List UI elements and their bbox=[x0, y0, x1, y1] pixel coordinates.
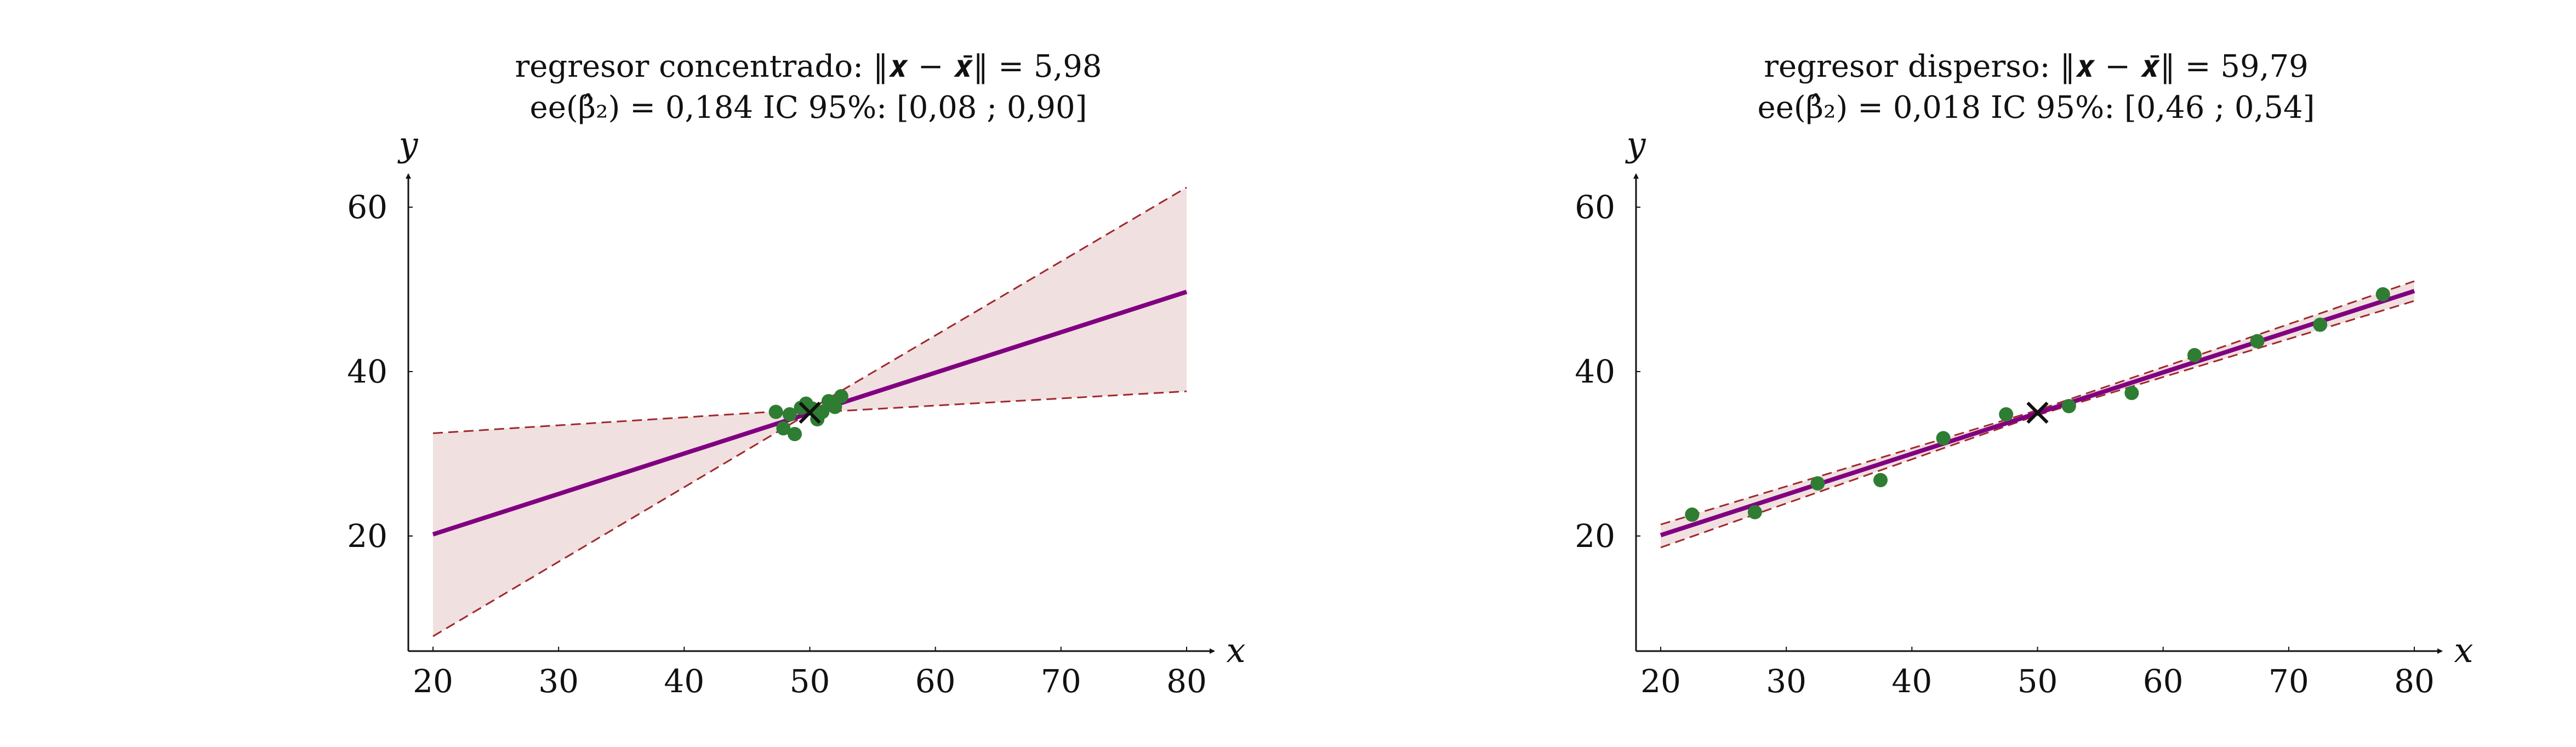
x-tick-label: 60 bbox=[915, 663, 956, 700]
y-tick-label: 20 bbox=[1575, 517, 1615, 555]
chart-title-line2: ee(β̂₂) = 0,018 IC 95%: [0,46 ; 0,54] bbox=[1758, 90, 2315, 126]
chart-title-line2: ee(β̂₂) = 0,184 IC 95%: [0,08 ; 0,90] bbox=[530, 90, 1087, 126]
x-tick-label: 50 bbox=[790, 663, 830, 700]
mean-marker bbox=[799, 401, 821, 424]
data-point bbox=[2375, 287, 2390, 301]
data-point bbox=[2061, 399, 2076, 413]
y-axis-label: y bbox=[397, 124, 418, 164]
x-axis-label: x bbox=[1227, 630, 1246, 670]
x-tick-label: 70 bbox=[2269, 663, 2309, 700]
y-tick-label: 40 bbox=[347, 353, 387, 390]
data-point bbox=[2124, 386, 2139, 400]
x-tick-label: 20 bbox=[413, 663, 453, 700]
band-lower-boundary bbox=[1660, 300, 2415, 549]
data-point bbox=[1936, 431, 1951, 446]
x-tick-label: 30 bbox=[1766, 663, 1806, 700]
y-tick-label: 60 bbox=[1575, 189, 1615, 226]
data-point bbox=[1873, 473, 1888, 487]
x-axis-label: x bbox=[2454, 630, 2474, 670]
data-point bbox=[2187, 348, 2202, 362]
x-tick-label: 40 bbox=[664, 663, 704, 700]
mean-marker bbox=[2026, 401, 2049, 424]
data-point bbox=[834, 389, 848, 403]
x-tick-label: 70 bbox=[1041, 663, 1081, 700]
x-tick-label: 60 bbox=[2143, 663, 2184, 700]
data-point bbox=[768, 404, 783, 419]
x-tick-label: 50 bbox=[2018, 663, 2058, 700]
data-point bbox=[788, 427, 802, 441]
x-tick-label: 80 bbox=[2394, 663, 2435, 700]
x-tick-label: 20 bbox=[1640, 663, 1681, 700]
data-point bbox=[1999, 407, 2014, 421]
panel-dispersed: regresor disperso: ‖𝒙 − 𝒙̄‖ = 59,79 ee(β̂… bbox=[1575, 49, 2473, 700]
x-tick-label: 30 bbox=[538, 663, 579, 700]
y-tick-label: 60 bbox=[347, 189, 387, 226]
y-tick-label: 40 bbox=[1575, 353, 1615, 390]
mean-marker-stroke bbox=[799, 401, 821, 424]
mean-marker-stroke bbox=[2026, 401, 2049, 424]
data-point bbox=[2313, 317, 2328, 332]
y-tick-label: 20 bbox=[347, 517, 387, 555]
data-point bbox=[1685, 507, 1700, 522]
data-point bbox=[1747, 505, 1762, 520]
x-tick-label: 40 bbox=[1891, 663, 1932, 700]
data-point bbox=[2250, 334, 2265, 349]
data-point bbox=[828, 400, 842, 414]
chart-title-line1: regresor disperso: ‖𝒙 − 𝒙̄‖ = 59,79 bbox=[1764, 49, 2308, 84]
band-upper-boundary bbox=[1660, 280, 2415, 526]
chart-title-line1: regresor concentrado: ‖𝒙 − 𝒙̄‖ = 5,98 bbox=[515, 49, 1102, 84]
data-point bbox=[815, 404, 830, 419]
data-point bbox=[1810, 476, 1825, 491]
x-tick-label: 80 bbox=[1166, 663, 1207, 700]
data-point bbox=[776, 421, 791, 436]
y-axis-label: y bbox=[1625, 124, 1646, 164]
data-point bbox=[782, 407, 797, 421]
panel-concentrated: regresor concentrado: ‖𝒙 − 𝒙̄‖ = 5,98 ee(… bbox=[347, 49, 1245, 700]
